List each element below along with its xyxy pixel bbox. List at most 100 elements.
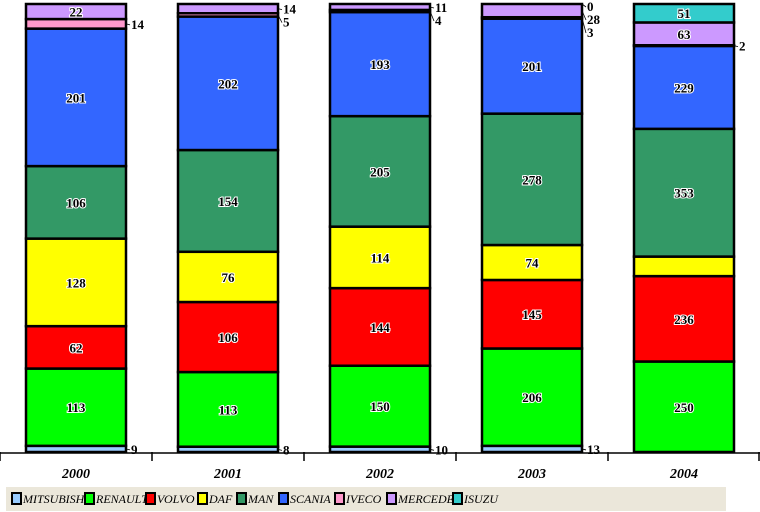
legend-box <box>6 487 726 511</box>
legend-item-renault: RENAULT <box>84 492 149 506</box>
label-leader-line <box>277 8 283 11</box>
bar-segment-iveco-2000 <box>24 17 128 30</box>
legend-swatch <box>11 492 22 505</box>
bar-segment-scania-2002 <box>328 10 432 118</box>
legend-swatch <box>84 492 95 505</box>
label-leader-line <box>581 10 587 21</box>
bar-segment-daf-2000 <box>24 237 128 328</box>
data-label-renault-2003: 206 <box>522 390 542 405</box>
data-label-renault-2004: 250 <box>674 400 694 415</box>
bar-segment-volvo-2004 <box>632 274 736 363</box>
data-label-renault-2000: 113 <box>67 400 86 415</box>
legend-item-scania: SCANIA <box>278 492 331 506</box>
data-label-isuzu-2004: 51 <box>678 6 691 21</box>
bar-segment-man-2000 <box>24 164 128 240</box>
bar-segment-renault-2003 <box>480 347 584 448</box>
label-leader-line <box>429 10 435 22</box>
legend-swatch <box>334 492 345 505</box>
data-label-mitsubishi-2000: 9 <box>131 442 138 457</box>
bar-segment-scania-2001 <box>176 15 280 152</box>
legend-label: SCANIA <box>290 492 331 506</box>
legend-label: MITSUBISHI <box>22 492 89 506</box>
data-label-volvo-2001: 106 <box>218 330 238 345</box>
label-leader-line <box>125 448 131 451</box>
legend-swatch <box>278 492 289 505</box>
legend-label: VOLVO <box>157 492 195 506</box>
legend-label: MERCEDES <box>397 492 460 506</box>
data-label-iveco-2003: 3 <box>587 25 594 40</box>
legend-item-daf: DAF <box>197 492 233 506</box>
bar-segment-volvo-2001 <box>176 300 280 374</box>
data-label-scania-2003: 201 <box>522 59 542 74</box>
x-tick-label: 2000 <box>61 467 90 482</box>
data-label-daf-2002: 114 <box>371 250 390 265</box>
legend-swatch <box>452 492 463 505</box>
bar-segment-daf-2001 <box>176 250 280 304</box>
bar-segment-man-2002 <box>328 114 432 228</box>
legend-swatch <box>386 492 397 505</box>
legend-swatch <box>236 492 247 505</box>
x-tick-label: 2002 <box>365 467 394 482</box>
data-label-man-2000: 106 <box>66 195 86 210</box>
bar-segment-volvo-2002 <box>328 286 432 367</box>
x-tick-label: 2001 <box>213 467 242 482</box>
label-leader-line <box>581 3 587 8</box>
bar-segment-mercedes-2000 <box>24 2 128 21</box>
data-label-daf-2003: 74 <box>526 255 540 270</box>
legend-label: RENAULT <box>95 492 149 506</box>
legend-label: IVECO <box>345 492 382 506</box>
bar-segment-scania-2003 <box>480 17 584 115</box>
bar-segment-daf-2003 <box>480 243 584 282</box>
legend-label: ISUZU <box>463 492 499 506</box>
legend-item-mitsubishi: MITSUBISHI <box>11 492 89 506</box>
data-label-mercedes-2002: 11 <box>435 0 447 15</box>
data-label-man-2004: 353 <box>674 186 694 201</box>
legend-label: DAF <box>208 492 233 506</box>
data-label-scania-2004: 229 <box>674 80 694 95</box>
data-label-daf-2001: 76 <box>222 270 236 285</box>
x-axis: 2000 2001 2002 2003 2004 <box>0 452 760 482</box>
data-label-mercedes-2000: 22 <box>70 5 83 20</box>
bar-segment-renault-2002 <box>328 364 432 448</box>
data-label-mitsubishi-2002: 10 <box>435 442 448 457</box>
bars-group: 1136212810620122149113106761542021458150… <box>24 0 747 458</box>
label-leader-line <box>277 448 283 451</box>
bar-segment-renault-2001 <box>176 370 280 448</box>
data-label-volvo-2004: 236 <box>674 312 694 327</box>
data-label-volvo-2003: 145 <box>522 307 542 322</box>
legend-label: MAN <box>247 492 274 506</box>
bar-segment-mercedes-2001 <box>176 2 280 15</box>
label-leader-line <box>733 45 739 48</box>
data-label-iveco-2001: 5 <box>283 15 290 30</box>
legend-item-iveco: IVECO <box>334 492 382 506</box>
legend: MITSUBISHI RENAULT VOLVO DAF MAN SCANIA IVECO M… <box>6 487 726 511</box>
legend-item-man: MAN <box>236 492 274 506</box>
label-leader-line <box>429 448 435 451</box>
x-tick-label: 2004 <box>669 467 698 482</box>
data-label-isuzu-2003: 0 <box>587 0 594 14</box>
data-label-mercedes-2001: 14 <box>283 2 297 17</box>
legend-item-isuzu: ISUZU <box>452 492 499 506</box>
legend-swatch <box>145 492 156 505</box>
label-leader-line <box>429 6 435 9</box>
label-leader-line <box>277 14 283 23</box>
bar-segment-mercedes-2002 <box>328 2 432 12</box>
data-label-man-2002: 205 <box>370 164 390 179</box>
legend-swatch <box>197 492 208 505</box>
data-label-man-2003: 278 <box>522 172 542 187</box>
data-label-renault-2002: 150 <box>370 399 390 414</box>
legend-item-mercedes: MERCEDES <box>386 492 460 506</box>
data-label-daf-2000: 128 <box>66 275 86 290</box>
data-label-volvo-2002: 144 <box>370 320 390 335</box>
data-label-mercedes-2004: 63 <box>678 27 692 42</box>
data-label-scania-2000: 201 <box>66 90 86 105</box>
bar-segment-isuzu-2004 <box>632 2 736 24</box>
data-label-iveco-2004: 2 <box>739 39 746 54</box>
data-label-man-2001: 154 <box>218 194 238 209</box>
data-label-iveco-2000: 14 <box>131 17 145 32</box>
bar-segment-volvo-2003 <box>480 278 584 350</box>
bar-segment-man-2004 <box>632 127 736 258</box>
legend-item-volvo: VOLVO <box>145 492 195 506</box>
bar-segment-daf-2002 <box>328 225 432 290</box>
